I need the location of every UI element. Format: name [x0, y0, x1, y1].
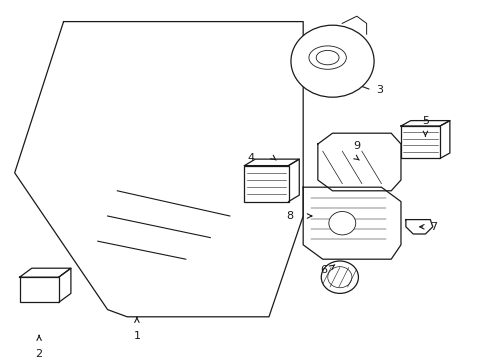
Text: 7: 7	[429, 222, 437, 232]
Bar	[400, 126, 439, 158]
Bar	[244, 166, 288, 202]
Ellipse shape	[321, 261, 358, 293]
Text: 8: 8	[285, 211, 293, 221]
Text: 2: 2	[36, 349, 42, 359]
Text: 1: 1	[133, 331, 140, 341]
Text: 6: 6	[320, 265, 327, 275]
Text: 3: 3	[376, 85, 383, 95]
Bar	[20, 277, 59, 302]
Text: 9: 9	[353, 141, 360, 151]
Ellipse shape	[290, 25, 373, 97]
Text: 5: 5	[421, 116, 428, 126]
Text: 4: 4	[246, 153, 254, 163]
Ellipse shape	[328, 211, 355, 235]
